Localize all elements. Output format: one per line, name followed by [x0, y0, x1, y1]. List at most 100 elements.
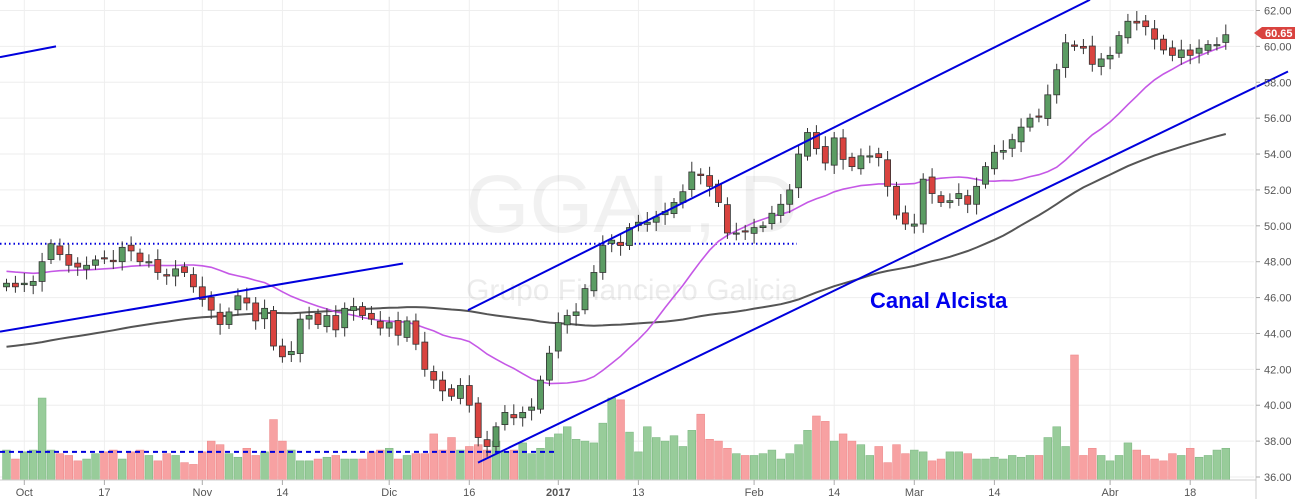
candle-body: [519, 412, 527, 419]
candle: [750, 218, 758, 244]
candle-body: [1106, 54, 1114, 60]
volume-bar: [376, 449, 385, 481]
candle-body: [590, 272, 598, 292]
trendline: [0, 45, 57, 59]
volume-bar: [1079, 455, 1088, 481]
candle: [937, 191, 945, 207]
price-tick-label: 52.00: [1264, 185, 1292, 197]
candle: [1124, 13, 1132, 44]
candle-body: [537, 379, 544, 410]
candle: [65, 244, 73, 273]
channel-annotation: Canal Alcista: [870, 288, 1008, 313]
volume-bar: [28, 449, 38, 481]
candle: [501, 405, 509, 431]
volume-bar: [660, 440, 670, 481]
volume-bar: [207, 440, 216, 481]
volume-bar: [892, 444, 901, 481]
candle: [964, 189, 972, 214]
candle: [412, 313, 420, 351]
candle: [216, 303, 224, 335]
candle: [768, 205, 776, 230]
candle: [848, 152, 856, 172]
candle-body: [510, 414, 518, 419]
volume-bar: [349, 458, 358, 481]
volume-bar: [785, 453, 794, 481]
time-axis[interactable]: Oct 17 Nov 14 Dic 16 2017 13 Feb 14 Mar 14 Abr 18: [0, 479, 1256, 499]
candle-body: [1169, 47, 1176, 56]
candle: [367, 306, 375, 326]
candle-body: [563, 315, 571, 326]
candle-body: [902, 212, 909, 225]
volume-bar: [990, 456, 999, 481]
candle-body: [74, 262, 82, 268]
volume-bar: [821, 421, 830, 481]
candle: [902, 205, 909, 230]
candle-body: [643, 221, 651, 225]
candle: [1133, 11, 1141, 31]
trendline: [477, 70, 1289, 464]
candle-body: [839, 137, 847, 160]
candle-body: [189, 274, 197, 288]
candle-body: [350, 306, 358, 311]
price-tick-label: 46.00: [1264, 293, 1292, 305]
candle: [270, 306, 277, 351]
candle: [278, 338, 286, 363]
candle: [385, 316, 393, 337]
volume-bar: [144, 455, 154, 481]
candle-body: [172, 268, 180, 277]
candle: [403, 316, 411, 342]
candle-body: [1097, 58, 1105, 67]
candle: [38, 252, 46, 292]
candle: [341, 302, 349, 337]
candle: [919, 173, 927, 233]
volume-bar: [856, 444, 866, 481]
horizontal-levels: [0, 242, 797, 453]
candle-body: [848, 156, 856, 167]
volume-bar: [607, 397, 616, 481]
volume-bar: [1132, 449, 1142, 481]
candle-body: [1204, 44, 1212, 51]
candle-body: [29, 281, 37, 286]
candle-body: [474, 402, 482, 438]
candle: [474, 397, 482, 447]
candle-body: [866, 155, 874, 158]
candle-body: [1213, 44, 1221, 47]
candle: [189, 267, 197, 293]
volume-bar: [420, 453, 429, 481]
time-tick-label: 16: [463, 487, 475, 499]
candle-body: [56, 245, 64, 255]
candle-body: [118, 246, 126, 263]
volume-bar: [1007, 455, 1017, 481]
volume-bar: [358, 458, 367, 481]
volume-bar: [651, 437, 661, 481]
candle: [590, 265, 598, 297]
candle-body: [830, 137, 838, 166]
candle: [528, 398, 535, 421]
volume-bar: [118, 458, 127, 481]
candle: [1222, 24, 1230, 50]
candle-body: [768, 212, 776, 225]
candle: [198, 276, 206, 307]
candle: [1169, 40, 1176, 62]
candle: [875, 147, 883, 167]
price-axis[interactable]: 36.00 38.00 40.00 42.00 44.00 46.00 48.00 50.00…: [1255, 0, 1292, 499]
volume-bar: [1016, 456, 1026, 481]
candle: [305, 306, 313, 330]
volume-bar: [740, 455, 750, 481]
candle-body: [181, 266, 188, 273]
candle-body: [127, 244, 135, 252]
candle-body: [750, 227, 758, 234]
price-tick-label: 60.00: [1264, 41, 1292, 53]
volume-bar: [251, 455, 260, 481]
candle: [1071, 40, 1078, 51]
candle-body: [813, 132, 820, 150]
candle-body: [795, 153, 802, 189]
candle: [225, 307, 233, 329]
volume-bar: [180, 462, 189, 481]
volume-bar: [536, 447, 545, 481]
volume-bar: [580, 440, 590, 481]
volume-bar: [562, 426, 572, 481]
candle: [394, 311, 402, 346]
